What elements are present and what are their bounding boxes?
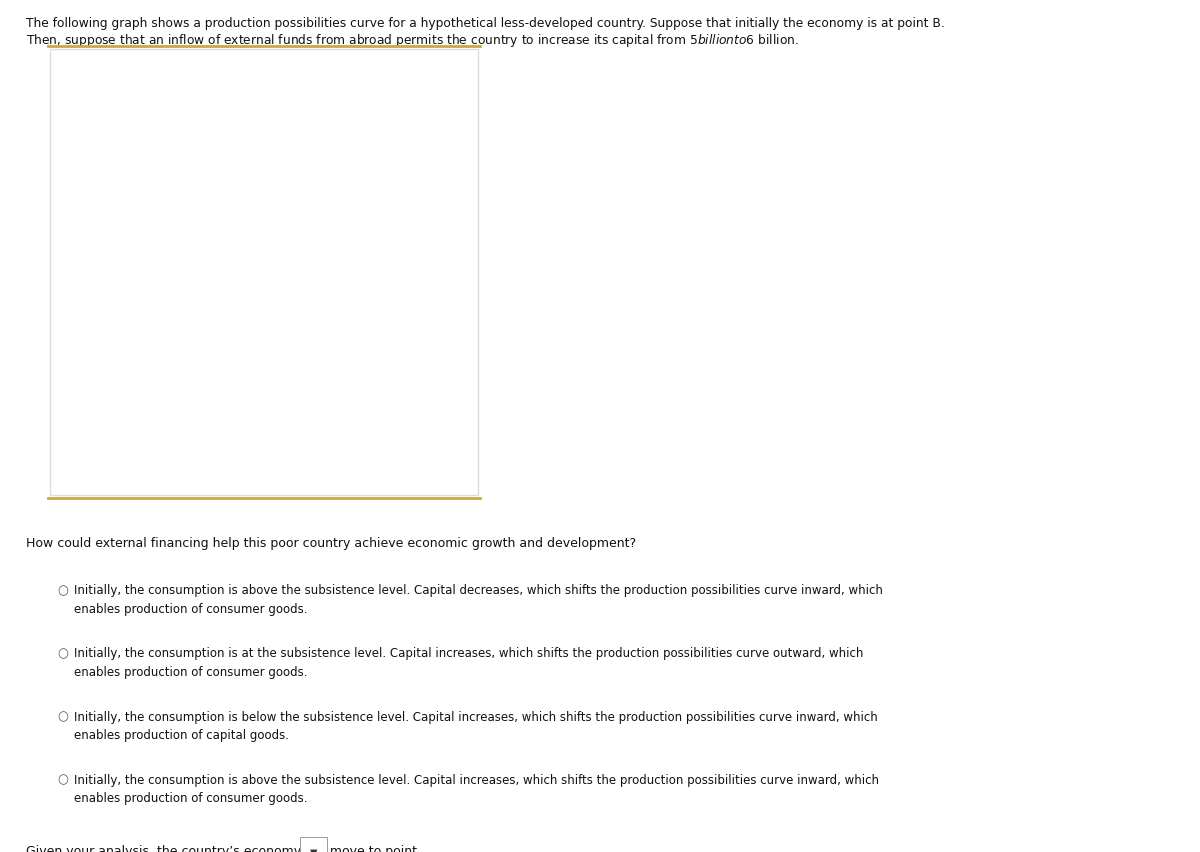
Text: ○: ○ [58,647,68,659]
Text: PPC$_2$: PPC$_2$ [322,419,349,433]
Text: The following graph shows a production possibilities curve for a hypothetical le: The following graph shows a production p… [26,17,946,30]
Text: enables production of capital goods.: enables production of capital goods. [74,728,289,741]
Text: Initially, the consumption is above the subsistence level. Capital decreases, wh: Initially, the consumption is above the … [74,584,883,596]
Text: Initially, the consumption is below the subsistence level. Capital increases, wh: Initially, the consumption is below the … [74,710,878,722]
Text: Initially, the consumption is at the subsistence level. Capital increases, which: Initially, the consumption is at the sub… [74,647,864,659]
Text: ○: ○ [58,773,68,786]
Text: .: . [329,844,332,852]
Text: ○: ○ [58,710,68,722]
Y-axis label: CAPITAL GOODS (Billions of dollars per year): CAPITAL GOODS (Billions of dollars per y… [88,146,97,378]
Text: Initially, the consumption is above the subsistence level. Capital increases, wh: Initially, the consumption is above the … [74,773,880,786]
Circle shape [431,60,467,98]
Text: C: C [292,248,300,257]
Text: How could external financing help this poor country achieve economic growth and : How could external financing help this p… [26,537,636,550]
Text: ○: ○ [58,584,68,596]
Text: Given your analysis, the country’s economy will move to point: Given your analysis, the country’s econo… [26,844,418,852]
Text: ?: ? [444,72,454,87]
Text: enables production of consumer goods.: enables production of consumer goods. [74,665,308,678]
Text: A: A [259,320,268,330]
Text: B: B [162,248,170,257]
Text: enables production of consumer goods.: enables production of consumer goods. [74,602,308,615]
Text: ▼: ▼ [310,847,317,852]
X-axis label: CONSUMPTION GOODS (Billions of dollars per year): CONSUMPTION GOODS (Billions of dollars p… [154,469,422,479]
Text: D: D [259,211,268,222]
Text: Then, suppose that an inflow of external funds from abroad permits the country t: Then, suppose that an inflow of external… [26,32,799,49]
Text: enables production of consumer goods.: enables production of consumer goods. [74,792,308,804]
